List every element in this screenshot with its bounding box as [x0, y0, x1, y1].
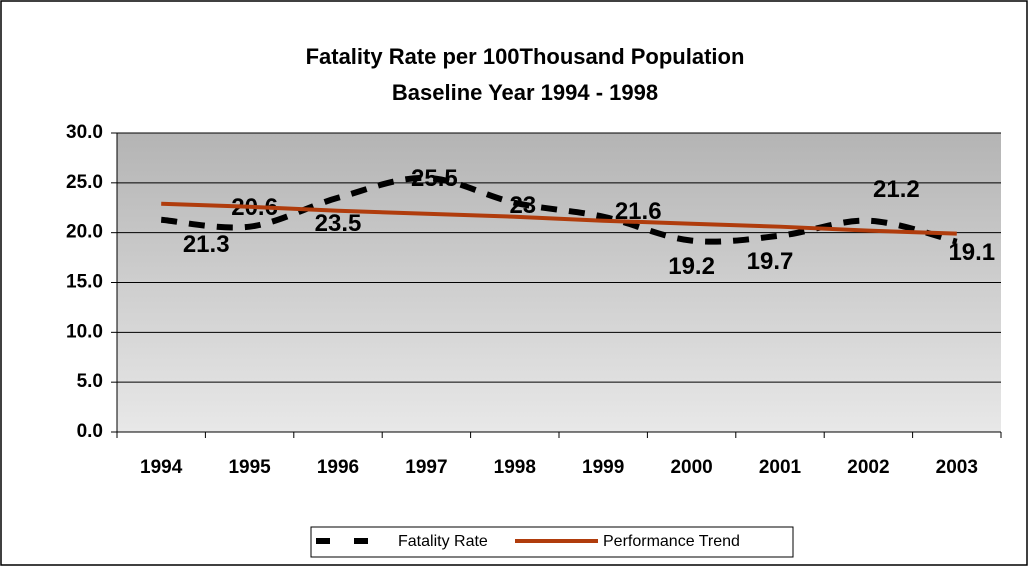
- data-label: 23: [509, 192, 536, 219]
- x-tick-label: 2003: [936, 457, 978, 478]
- legend-label: Performance Trend: [603, 533, 740, 550]
- data-label: 21.2: [873, 176, 920, 203]
- x-tick-label: 1998: [494, 457, 536, 478]
- data-label: 19.1: [948, 239, 995, 266]
- data-label: 19.7: [747, 248, 794, 275]
- data-label: 23.5: [315, 210, 362, 237]
- x-tick-label: 2002: [847, 457, 889, 478]
- x-tick-label: 1999: [582, 457, 624, 478]
- chart-subtitle: Baseline Year 1994 - 1998: [392, 80, 658, 105]
- data-label: 19.2: [668, 253, 715, 280]
- y-tick-label: 20.0: [66, 222, 103, 243]
- x-tick-label: 1995: [228, 457, 271, 478]
- x-tick-label: 1997: [405, 457, 447, 478]
- x-tick-label: 1994: [140, 457, 183, 478]
- series-line: [161, 201, 957, 236]
- y-tick-label: 0.0: [77, 421, 103, 442]
- y-tick-label: 10.0: [66, 321, 103, 342]
- y-tick-label: 30.0: [66, 122, 103, 143]
- y-tick-label: 5.0: [77, 371, 103, 392]
- y-tick-label: 15.0: [66, 272, 103, 293]
- data-label: 21.3: [183, 231, 230, 258]
- x-tick-label: 2000: [670, 457, 712, 478]
- y-tick-label: 25.0: [66, 172, 103, 193]
- series-line: [160, 174, 958, 245]
- legend-label: Fatality Rate: [398, 533, 488, 550]
- data-label: 25.5: [411, 165, 458, 192]
- x-tick-label: 2001: [759, 457, 802, 478]
- chart-title: Fatality Rate per 100Thousand Population: [306, 44, 745, 69]
- x-tick-label: 1996: [317, 457, 359, 478]
